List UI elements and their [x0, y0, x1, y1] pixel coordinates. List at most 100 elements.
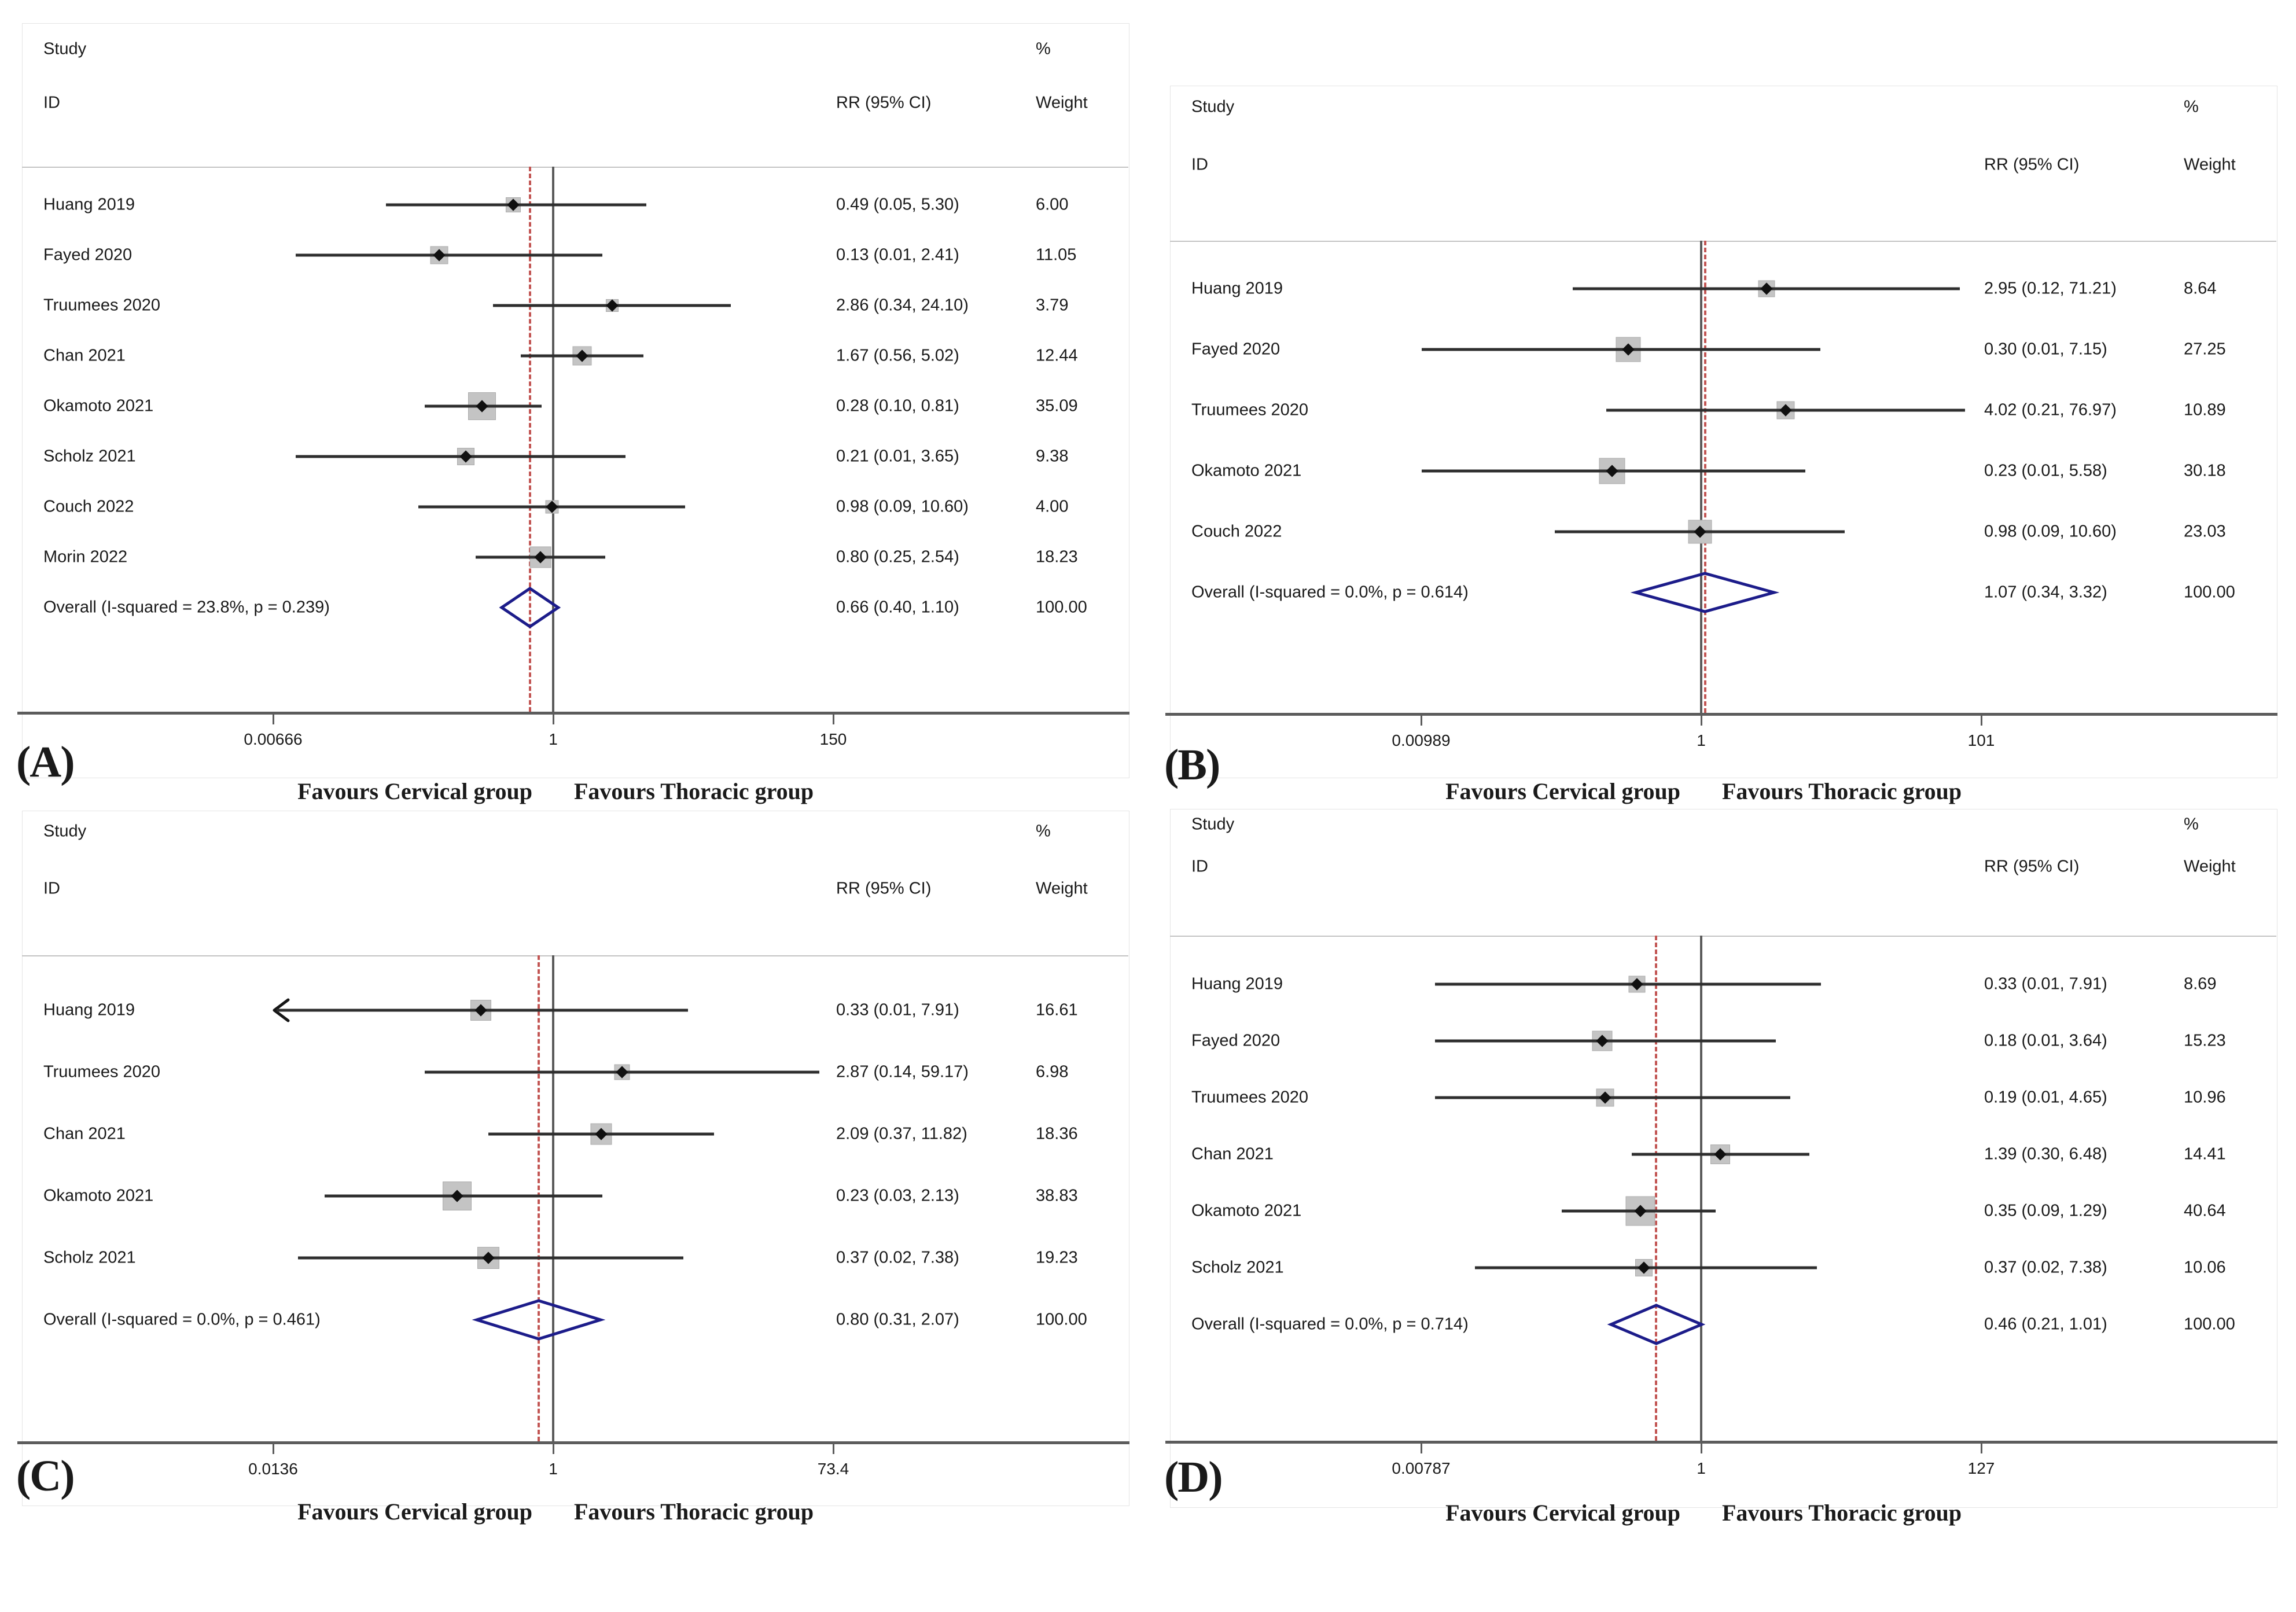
header-separator-line: [22, 955, 1128, 956]
weight-value: 35.09: [1036, 396, 1078, 415]
ci-clamped-left-arrow-icon: [273, 998, 290, 1022]
overall-diamond: [1630, 572, 1780, 613]
rr-ci-value: 1.67 (0.56, 5.02): [836, 346, 959, 365]
rr-ci-value: 1.39 (0.30, 6.48): [1984, 1144, 2107, 1164]
study-label: Scholz 2021: [1191, 1258, 1284, 1277]
axis-tick: [273, 1444, 274, 1454]
axis-tick-label: 101: [1967, 731, 1995, 749]
column-header-weight: Weight: [1036, 93, 1088, 112]
null-effect-line: [552, 167, 554, 712]
graph-border: [22, 23, 1129, 778]
weight-value: 10.06: [2184, 1258, 2226, 1277]
axis-tick: [553, 1444, 554, 1454]
favours-right-label: Favours Thoracic group: [1722, 778, 1962, 804]
weight-value: 12.44: [1036, 346, 1078, 365]
panel-letter: (A): [16, 738, 75, 786]
favours-left-label: Favours Cervical group: [1445, 1500, 1680, 1526]
rr-ci-value: 2.86 (0.34, 24.10): [836, 296, 969, 315]
graph-border: [1170, 86, 2277, 778]
column-header-id: ID: [43, 879, 60, 898]
axis-tick-label: 0.00666: [244, 730, 303, 748]
weight-value: 16.61: [1036, 1000, 1078, 1020]
favours-right-label: Favours Thoracic group: [1722, 1500, 1962, 1526]
column-header-study: Study: [43, 39, 87, 58]
rr-ci-value: 0.28 (0.10, 0.81): [836, 396, 959, 415]
study-label: Truumees 2020: [43, 296, 161, 315]
rr-ci-value: 0.23 (0.03, 2.13): [836, 1186, 959, 1205]
graph-border: [22, 811, 1129, 1506]
rr-ci-value: 0.33 (0.01, 7.91): [1984, 974, 2107, 993]
rr-ci-value: 0.21 (0.01, 3.65): [836, 447, 959, 466]
study-label: Truumees 2020: [1191, 1088, 1309, 1107]
study-label: Okamoto 2021: [43, 396, 154, 415]
axis-tick-label: 0.0136: [248, 1460, 298, 1478]
favours-left-label: Favours Cervical group: [297, 1499, 532, 1525]
header-separator-line: [1170, 936, 2276, 937]
study-label: Chan 2021: [43, 346, 126, 365]
rr-ci-value: 0.33 (0.01, 7.91): [836, 1000, 959, 1020]
weight-value: 15.23: [2184, 1031, 2226, 1050]
axis-tick: [553, 714, 554, 724]
column-header-id: ID: [1191, 857, 1208, 876]
column-header-rr: RR (95% CI): [1984, 155, 2080, 174]
weight-value: 10.89: [2184, 400, 2226, 419]
column-header-rr: RR (95% CI): [1984, 857, 2080, 876]
study-label: Scholz 2021: [43, 447, 136, 466]
axis-line: [1165, 1441, 2277, 1444]
overall-weight-value: 100.00: [2184, 1315, 2235, 1334]
rr-ci-value: 0.23 (0.01, 5.58): [1984, 461, 2107, 480]
study-label: Chan 2021: [43, 1124, 126, 1143]
column-header-pct: %: [2184, 97, 2199, 116]
overall-diamond: [499, 586, 561, 629]
rr-ci-value: 0.98 (0.09, 10.60): [1984, 522, 2117, 541]
weight-value: 11.05: [1036, 245, 1077, 264]
panel-C: Study ID% RR (95% CI) Weight Huang 2019 0.33 …: [0, 806, 1148, 1612]
overall-estimate-dashed-line: [537, 955, 540, 1441]
panel-B: Study ID% RR (95% CI) Weight Huang 2019 2.95 …: [1148, 0, 2296, 806]
weight-value: 4.00: [1036, 497, 1069, 516]
panel-letter: (B): [1164, 741, 1220, 789]
column-header-study: Study: [1191, 815, 1235, 834]
rr-ci-value: 0.49 (0.05, 5.30): [836, 195, 959, 214]
study-label: Fayed 2020: [43, 245, 133, 264]
axis-tick: [1701, 1443, 1702, 1453]
axis-tick-label: 150: [819, 730, 847, 748]
axis-tick: [1981, 1443, 1982, 1453]
header-separator-line: [22, 167, 1128, 168]
study-label: Fayed 2020: [1191, 1031, 1281, 1050]
rr-ci-value: 2.09 (0.37, 11.82): [836, 1124, 967, 1143]
axis-tick-label: 1: [1697, 1459, 1706, 1477]
axis-tick-label: 127: [1967, 1459, 1995, 1477]
weight-value: 6.98: [1036, 1062, 1069, 1081]
axis-tick: [1981, 715, 1982, 726]
panel-letter: (D): [1164, 1453, 1223, 1501]
rr-ci-value: 0.18 (0.01, 3.64): [1984, 1031, 2107, 1050]
ci-line: [1434, 1096, 1790, 1099]
panel-letter: (C): [16, 1452, 75, 1500]
weight-value: 14.41: [2184, 1144, 2226, 1164]
overall-weight-value: 100.00: [1036, 598, 1087, 617]
weight-value: 30.18: [2184, 461, 2226, 480]
column-header-study: Study: [1191, 97, 1235, 116]
overall-estimate-dashed-line: [528, 167, 531, 712]
overall-label: Overall (I-squared = 0.0%, p = 0.714): [1191, 1315, 1469, 1334]
null-effect-line: [1700, 241, 1702, 713]
study-label: Chan 2021: [1191, 1144, 1274, 1164]
column-header-rr: RR (95% CI): [836, 93, 932, 112]
axis-tick: [1701, 715, 1702, 726]
weight-value: 3.79: [1036, 296, 1069, 315]
axis-tick-label: 1: [549, 1460, 558, 1478]
study-label: Fayed 2020: [1191, 340, 1281, 359]
study-label: Huang 2019: [1191, 974, 1283, 993]
ci-line: [324, 1194, 603, 1198]
weight-value: 8.69: [2184, 974, 2217, 993]
weight-value: 19.23: [1036, 1248, 1078, 1267]
rr-ci-value: 0.37 (0.02, 7.38): [1984, 1258, 2107, 1277]
study-label: Huang 2019: [43, 1000, 135, 1020]
axis-tick-label: 1: [549, 730, 558, 748]
study-label: Okamoto 2021: [1191, 1201, 1302, 1220]
overall-label: Overall (I-squared = 0.0%, p = 0.461): [43, 1310, 321, 1329]
overall-rr-ci-value: 0.80 (0.31, 2.07): [836, 1310, 959, 1329]
rr-ci-value: 2.95 (0.12, 71.21): [1984, 279, 2117, 298]
